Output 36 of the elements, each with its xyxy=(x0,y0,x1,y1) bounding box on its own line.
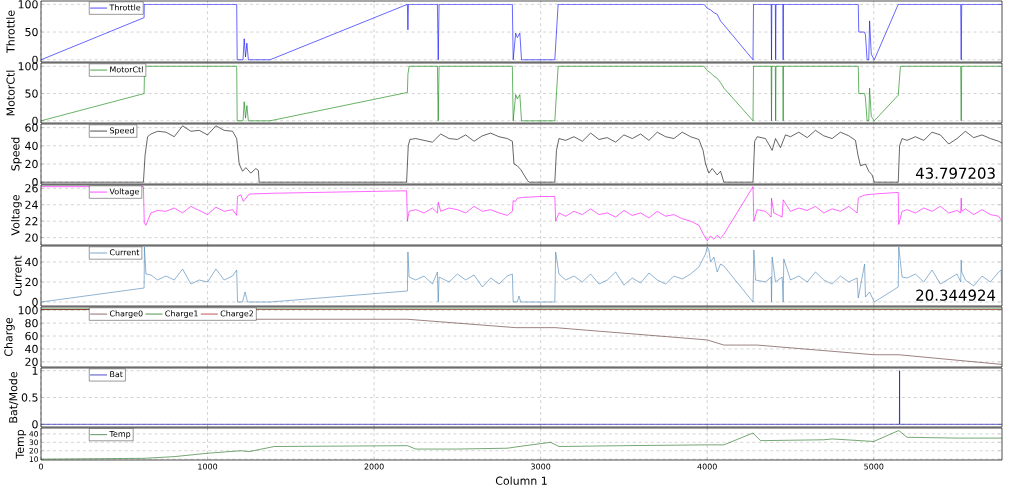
y-axis-title: Temp xyxy=(15,429,27,459)
annotation: 20.344924 xyxy=(916,289,996,301)
x-axis-title: Column 1 xyxy=(495,476,547,485)
y-tick-label: 22 xyxy=(25,217,38,226)
y-axis-title: Speed xyxy=(11,137,22,171)
y-axis-title: Bat/Mode xyxy=(8,372,19,423)
y-tick-label: 40 xyxy=(25,141,38,150)
line-series xyxy=(41,430,1003,460)
y-tick-label: 20 xyxy=(25,357,38,366)
y-axis-title: Current xyxy=(13,255,22,296)
y-tick-label: 60 xyxy=(25,123,38,132)
y-tick-label: 20 xyxy=(25,233,38,242)
y-axis-title: MotorCtl xyxy=(6,70,15,116)
y-tick-label: 0 xyxy=(32,420,38,429)
y-tick-label: 100 xyxy=(18,62,38,71)
y-tick-label: 100 xyxy=(18,306,38,315)
y-tick-label: 100 xyxy=(18,0,38,9)
y-tick-label: 0 xyxy=(32,55,38,64)
line-series xyxy=(41,246,1003,303)
y-axis-title: Throttle xyxy=(6,10,15,54)
y-tick-label: 40 xyxy=(25,344,38,354)
y-tick-label: 40 xyxy=(25,257,38,267)
y-tick-label: 60 xyxy=(25,331,38,341)
y-tick-label: 80 xyxy=(25,319,38,328)
y-tick-label: 0 xyxy=(32,116,38,125)
y-tick-label: 20 xyxy=(25,277,38,287)
y-tick-label: 20 xyxy=(25,159,38,169)
y-tick-label: 1 xyxy=(32,366,38,375)
y-axis-title: Charge xyxy=(4,317,15,357)
y-axis-title: Voltage xyxy=(11,195,22,236)
y-tick-label: 50 xyxy=(25,89,38,98)
y-tick-label: 50 xyxy=(25,27,38,37)
y-tick-label: 24 xyxy=(25,200,38,209)
annotation: 43.797203 xyxy=(915,167,995,179)
y-tick-label: 0.5 xyxy=(21,393,38,402)
y-tick-label: 0 xyxy=(32,297,38,307)
